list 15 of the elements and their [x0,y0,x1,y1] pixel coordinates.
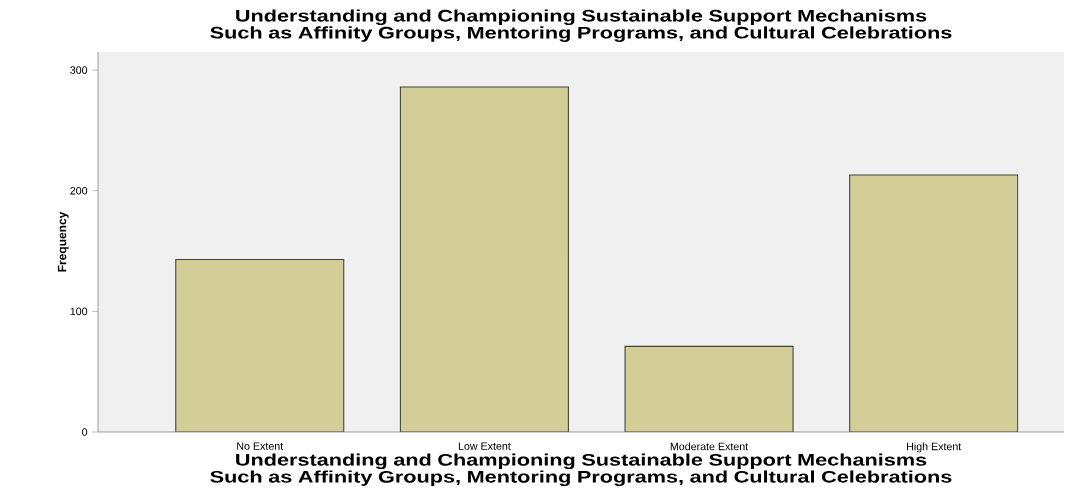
chart-title: Understanding and Championing Sustainable Support Mechanisms Such as Affinity Groups, Mentoring Programs, and Cultural Celebrations [210,9,952,42]
y-tick-label: 200 [70,186,88,195]
y-tick-label: 0 [82,428,88,436]
bar [849,174,1019,432]
y-tick-label: 100 [70,307,88,316]
x-tick-label: Low Extent [458,442,511,450]
y-tick-label: 300 [70,66,88,74]
x-tick-label: Moderate Extent [670,442,749,451]
x-tick-label: No Extent [237,442,284,450]
x-tick-label: High Extent [907,442,962,453]
bar [399,86,569,432]
x-axis-title: Understanding and Championing Sustainable Support Mechanisms Such as Affinity Groups, Mentoring Programs, and Cultural Celebrations [210,453,952,487]
bar [175,258,345,432]
y-axis-title: Frequency [57,211,69,272]
bar [624,345,794,432]
